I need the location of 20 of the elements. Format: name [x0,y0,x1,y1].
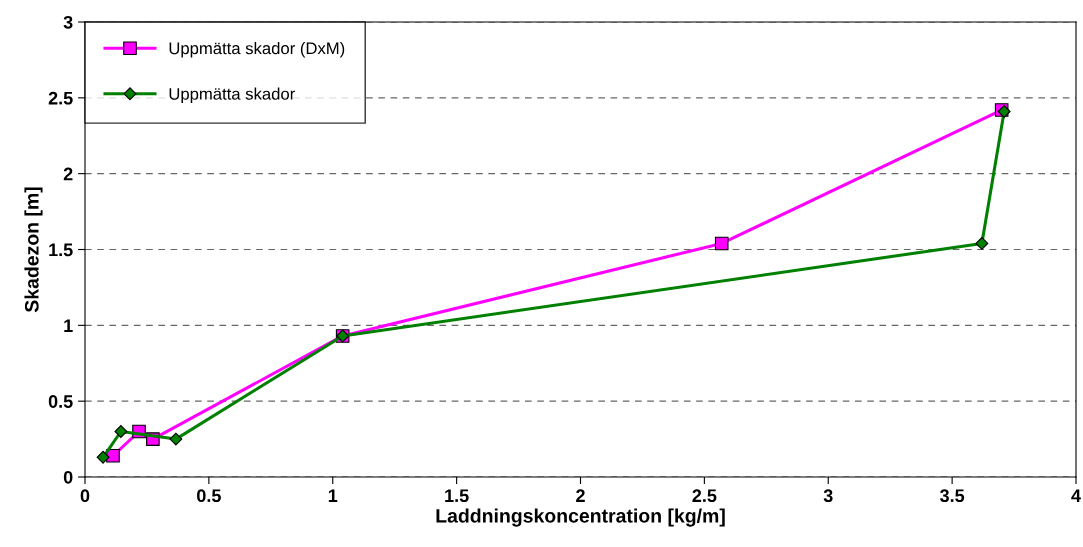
y-tick-label: 2 [63,167,73,181]
y-axis-title: Skadezon [m] [24,187,43,313]
x-tick-label: 2 [576,489,585,502]
x-tick-label: 0 [80,489,90,503]
x-tick-label: 3 [823,489,833,503]
x-axis-title: Laddningskoncentration [kg/m] [436,508,725,527]
y-tick-label: 0 [63,470,73,484]
x-tick-label: 3.5 [939,489,965,503]
x-tick-label: 1.5 [445,489,469,503]
y-tick-label: 0.5 [48,395,73,408]
legend-label: Uppmätta skador (DxM) [169,42,345,58]
x-tick-label: 4 [1071,489,1081,502]
y-tick-label: 1 [64,319,73,332]
y-tick-label: 2.5 [48,91,73,105]
legend-label: Uppmätta skador [169,87,295,104]
x-tick-label: 1 [328,489,338,502]
x-tick-label: 0.5 [197,489,221,503]
y-tick-label: 3 [63,15,73,29]
x-tick-label: 2.5 [692,489,717,503]
y-tick-label: 1.5 [49,243,73,257]
